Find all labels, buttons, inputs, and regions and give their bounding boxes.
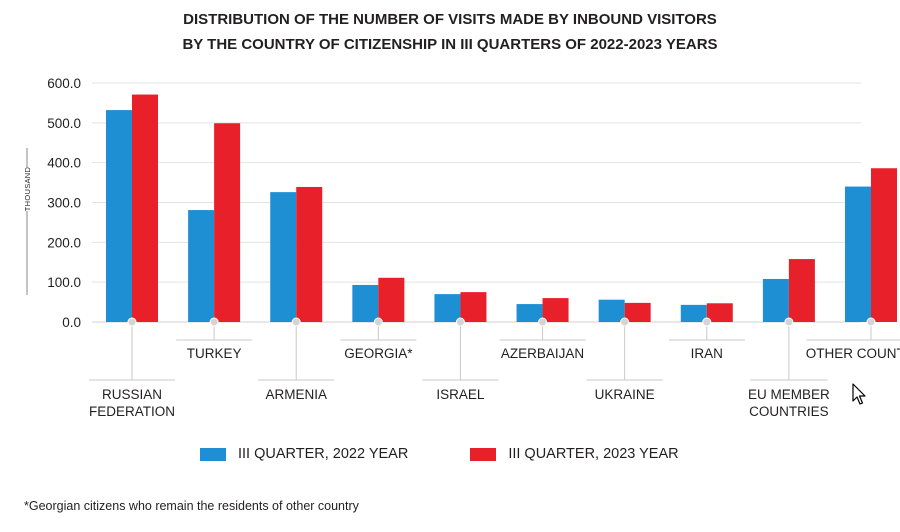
bar-2023	[542, 298, 569, 322]
x-category-label: FEDERATION	[89, 404, 175, 419]
bar-2023	[624, 302, 651, 322]
bar-chart: 0.0 100.0 200.0 300.0 400.0 500.0 600.0 THOUSAN…	[23, 76, 900, 419]
y-tick-label: 500.0	[47, 116, 81, 131]
legend-label-2023: III QUARTER, 2023 YEAR	[508, 446, 679, 462]
x-category-label: AZERBAIJAN	[501, 346, 584, 361]
category-dot	[291, 317, 301, 327]
x-category-label: OTHER COUNTRIES	[806, 346, 900, 361]
x-category-label: ARMENIA	[265, 387, 327, 402]
bar-2023	[788, 259, 815, 322]
bar-2022	[270, 192, 297, 322]
bar-2022	[188, 210, 215, 322]
y-tick-label: 100.0	[47, 275, 81, 290]
legend: III QUARTER, 2022 YEAR III QUARTER, 2023…	[200, 446, 741, 462]
bar-2022	[516, 304, 543, 322]
category-dot	[455, 317, 465, 327]
category-dot	[127, 317, 137, 327]
x-category-label: EU MEMBER	[748, 387, 830, 402]
bar-2023	[214, 123, 241, 323]
bar-2022	[680, 304, 707, 322]
legend-label-2022: III QUARTER, 2022 YEAR	[238, 446, 409, 462]
bar-2023	[706, 303, 733, 322]
x-category-label: TURKEY	[187, 346, 242, 361]
bar-2022	[434, 294, 461, 322]
bar-2022	[106, 110, 132, 322]
category-dot	[866, 317, 876, 327]
bar-2023	[378, 277, 405, 322]
x-category-label: ISRAEL	[436, 387, 485, 402]
bar-2022	[845, 186, 871, 322]
footnote: *Georgian citizens who remain the reside…	[24, 499, 359, 513]
x-category-label: COUNTRIES	[749, 404, 829, 419]
mouse-pointer-icon	[852, 383, 866, 405]
x-category-label: RUSSIAN	[102, 387, 162, 402]
y-axis-label: THOUSAND	[23, 166, 32, 211]
category-dot	[373, 317, 383, 327]
y-tick-label: 600.0	[47, 76, 81, 91]
chart-title-line-1: DISTRIBUTION OF THE NUMBER OF VISITS MAD…	[183, 11, 717, 28]
bar-2023	[871, 168, 897, 322]
legend-swatch-2023	[470, 447, 497, 461]
bar-2022	[352, 284, 379, 322]
bar-2023	[460, 292, 487, 322]
y-tick-label: 400.0	[47, 156, 81, 171]
legend-item-2022: III QUARTER, 2022 YEAR	[200, 446, 408, 462]
bar-2023	[296, 186, 323, 322]
bar-2022	[762, 278, 789, 322]
x-category-label: IRAN	[691, 346, 723, 361]
bar-2023	[132, 94, 158, 322]
legend-swatch-2022	[200, 447, 226, 461]
chart-title-line-2: BY THE COUNTRY OF CITIZENSHIP IN III QUA…	[182, 36, 718, 53]
category-dot	[702, 317, 712, 327]
x-category-label: UKRAINE	[595, 387, 655, 402]
category-dot	[538, 317, 548, 327]
category-dot	[209, 317, 219, 327]
y-tick-label: 300.0	[47, 196, 81, 211]
category-dot	[784, 317, 794, 327]
chart-title: DISTRIBUTION OF THE NUMBER OF VISITS MAD…	[0, 7, 900, 57]
bar-2022	[598, 299, 625, 322]
legend-item-2023: III QUARTER, 2023 YEAR	[470, 446, 679, 462]
x-category-label: GEORGIA*	[344, 346, 413, 361]
y-tick-label: 200.0	[47, 235, 81, 250]
category-dot	[620, 317, 630, 327]
y-tick-label: 0.0	[62, 315, 81, 330]
